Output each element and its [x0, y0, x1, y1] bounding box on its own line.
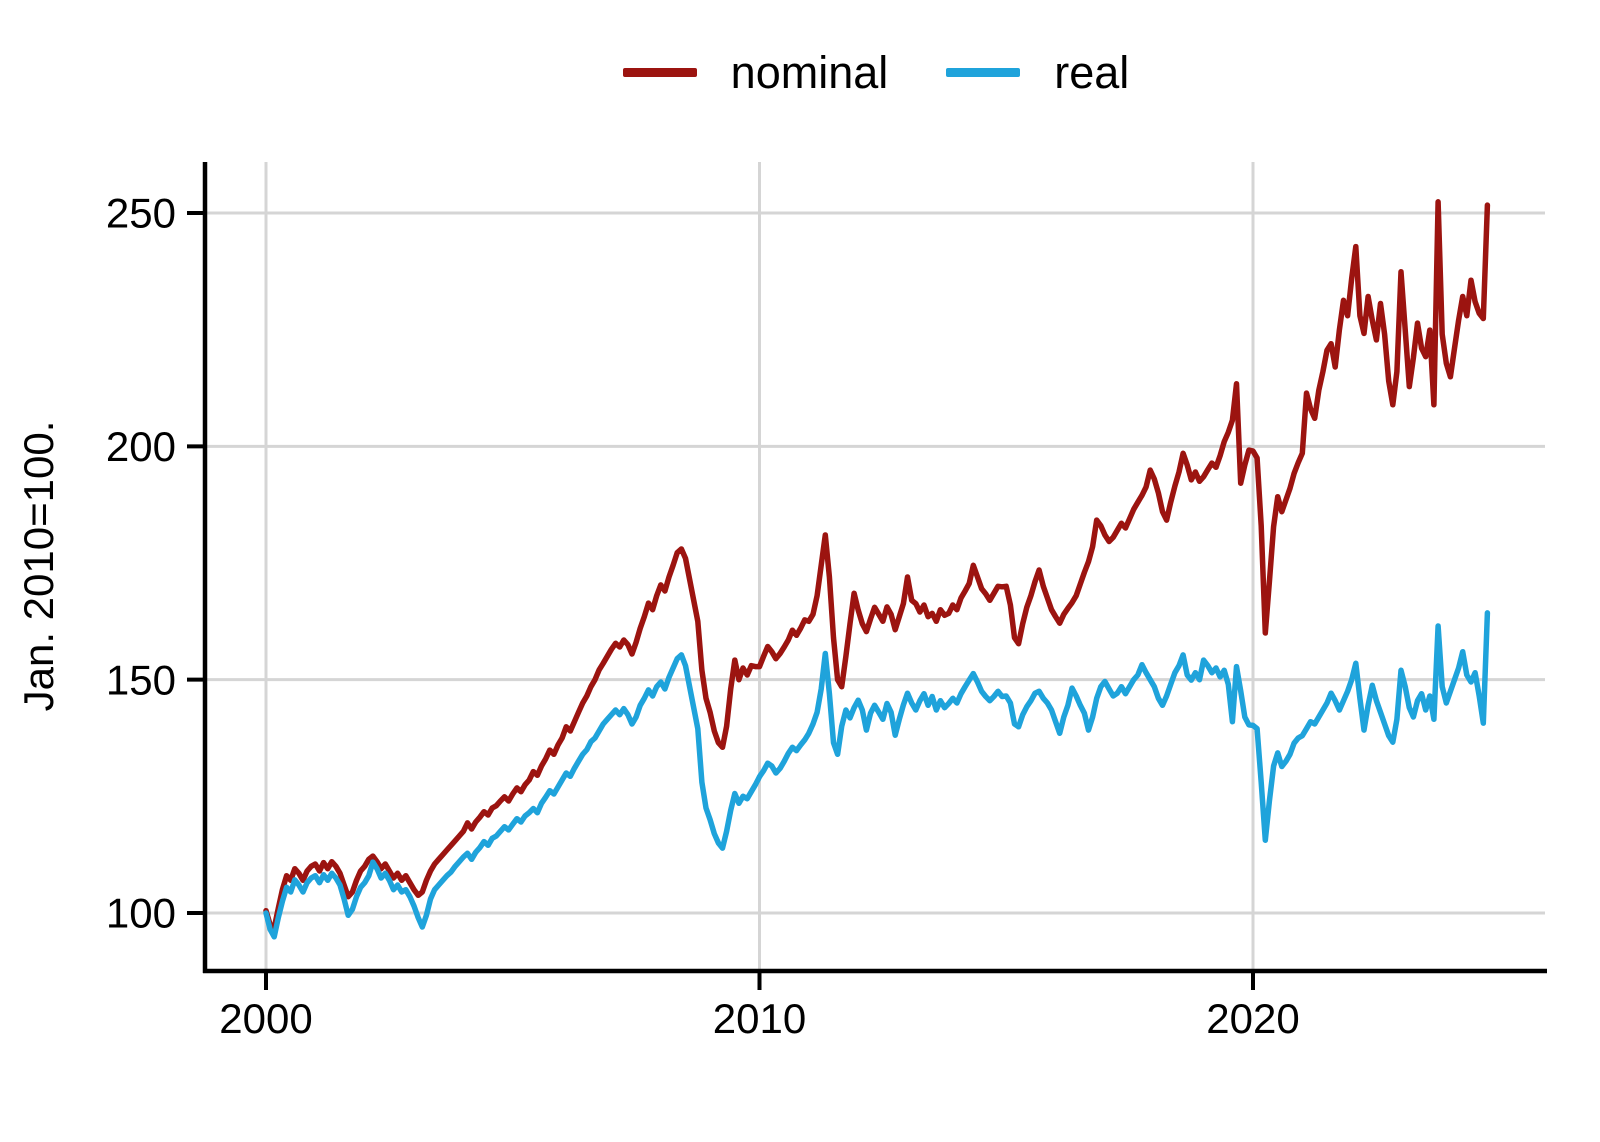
real-line-swatch-icon — [946, 67, 1021, 77]
x-tick-label-2020: 2020 — [1206, 995, 1299, 1042]
y-axis-title: Jan. 2010=100. — [15, 421, 62, 712]
x-tick-label-2000: 2000 — [219, 995, 312, 1042]
y-tick-label-250: 250 — [106, 190, 176, 237]
legend-label-nominal: nominal — [730, 46, 889, 98]
nominal-line-swatch-icon — [622, 67, 697, 77]
legend-item-nominal: nominal — [622, 46, 889, 98]
legend: nominal real — [205, 40, 1547, 104]
real-line — [263, 610, 1491, 940]
y-tick-label-100: 100 — [106, 890, 176, 937]
y-tick-label-150: 150 — [106, 656, 176, 703]
legend-label-real: real — [1054, 46, 1130, 98]
y-tick-label-200: 200 — [106, 423, 176, 470]
nominal-line — [263, 199, 1491, 931]
legend-item-real: real — [946, 50, 1129, 95]
x-tick-label-2010: 2010 — [713, 995, 806, 1042]
